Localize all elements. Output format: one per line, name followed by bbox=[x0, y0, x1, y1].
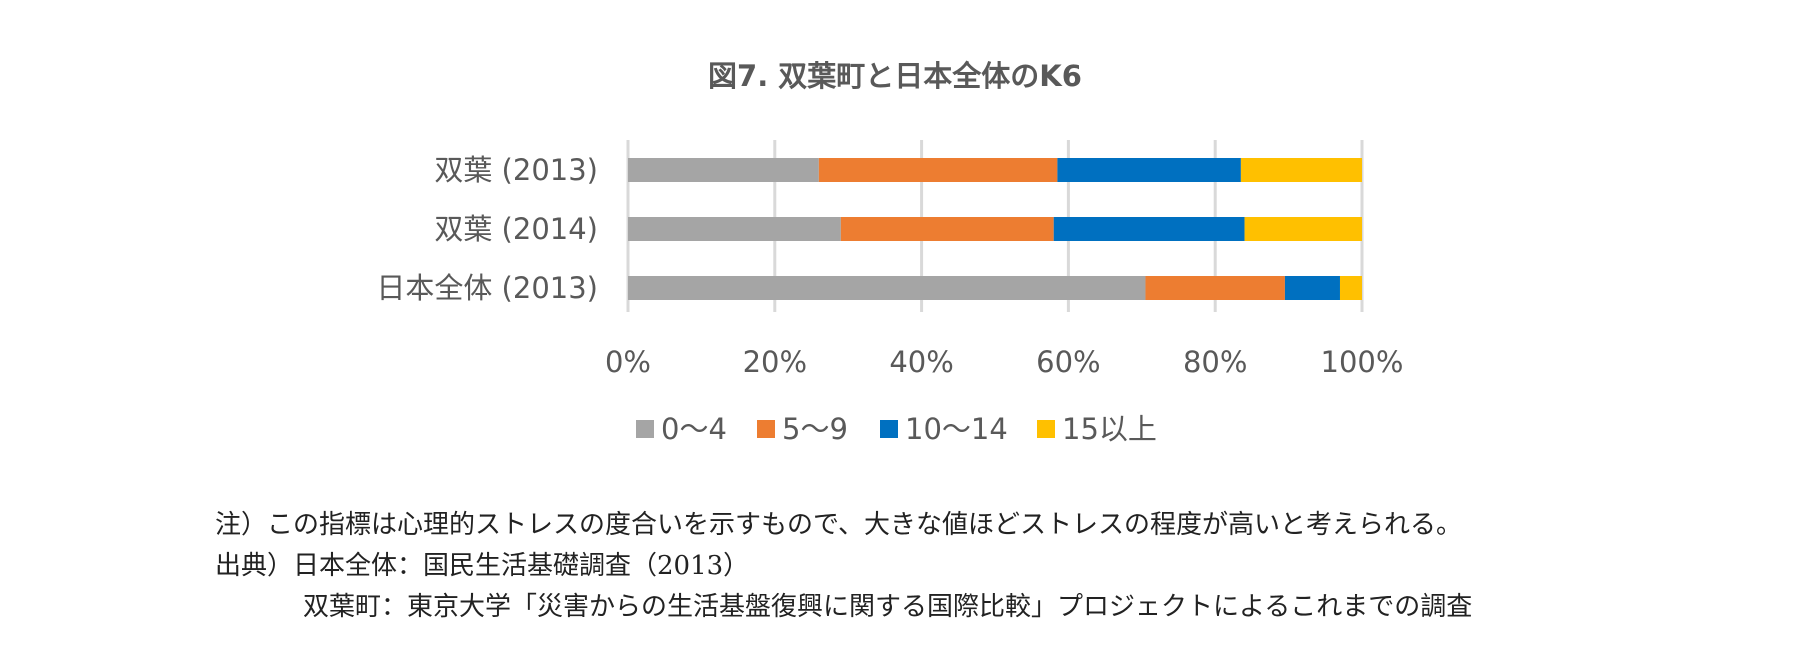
bar-segment bbox=[1284, 276, 1340, 300]
bars bbox=[628, 158, 1362, 300]
legend-label: 5～9 bbox=[782, 412, 848, 446]
legend-swatch bbox=[757, 420, 775, 438]
x-tick-label: 40% bbox=[889, 345, 953, 379]
legend-swatch bbox=[880, 420, 898, 438]
x-axis-tick-labels: 0% 20% 40% 60% 80% 100% bbox=[605, 345, 1403, 379]
legend-label: 10～14 bbox=[905, 412, 1008, 446]
bar-segment bbox=[628, 217, 841, 241]
category-label: 日本全体 (2013) bbox=[376, 271, 598, 305]
chart-title: 図7. 双葉町と日本全体のK6 bbox=[708, 59, 1082, 93]
legend-label: 0～4 bbox=[661, 412, 727, 446]
category-label: 双葉 (2014) bbox=[434, 212, 598, 246]
legend-label: 15以上 bbox=[1062, 412, 1157, 446]
bar-segment bbox=[628, 158, 819, 182]
source-futaba: 双葉町：東京大学「災害からの生活基盤復興に関する国際比較」プロジェクトによるこれ… bbox=[303, 592, 1473, 622]
category-label: 双葉 (2013) bbox=[434, 153, 598, 187]
x-tick-label: 0% bbox=[605, 345, 651, 379]
bar-segment bbox=[1145, 276, 1285, 300]
legend-swatch bbox=[1037, 420, 1055, 438]
bar-segment bbox=[628, 276, 1146, 300]
category-labels: 双葉 (2013) 双葉 (2014) 日本全体 (2013) bbox=[376, 153, 598, 305]
x-tick-label: 20% bbox=[743, 345, 807, 379]
note-text: 注）この指標は心理的ストレスの度合いを示すもので、大きな値ほどストレスの程度が高… bbox=[215, 510, 1462, 540]
legend: 0～4 5～9 10～14 15以上 bbox=[636, 412, 1157, 446]
x-tick-label: 60% bbox=[1036, 345, 1100, 379]
bar-segment bbox=[1057, 158, 1241, 182]
bar-segment bbox=[1053, 217, 1245, 241]
k6-stacked-bar-chart: 図7. 双葉町と日本全体のK6 双葉 (2013) 双葉 (2014) 日本全体 (… bbox=[376, 59, 1403, 446]
bar-segment bbox=[840, 217, 1054, 241]
x-tick-label: 80% bbox=[1183, 345, 1247, 379]
bar-segment bbox=[1339, 276, 1362, 300]
bar-segment bbox=[1244, 217, 1362, 241]
x-tick-label: 100% bbox=[1321, 345, 1404, 379]
bar-segment bbox=[818, 158, 1058, 182]
legend-swatch bbox=[636, 420, 654, 438]
bar-segment bbox=[1240, 158, 1362, 182]
notes: 注）この指標は心理的ストレスの度合いを示すもので、大きな値ほどストレスの程度が高… bbox=[215, 505, 1472, 628]
source-japan: 出典）日本全体：国民生活基礎調査（2013） bbox=[215, 551, 750, 581]
